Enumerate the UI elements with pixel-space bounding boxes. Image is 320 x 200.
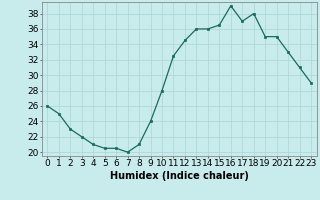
- X-axis label: Humidex (Indice chaleur): Humidex (Indice chaleur): [110, 171, 249, 181]
